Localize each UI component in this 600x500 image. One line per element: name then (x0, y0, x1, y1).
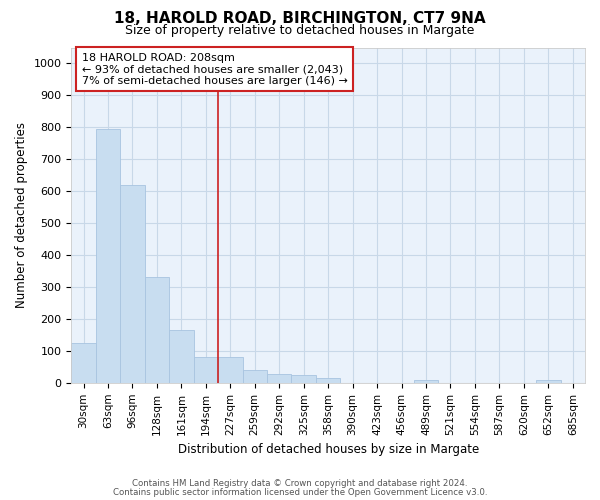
Text: 18, HAROLD ROAD, BIRCHINGTON, CT7 9NA: 18, HAROLD ROAD, BIRCHINGTON, CT7 9NA (114, 11, 486, 26)
Text: Size of property relative to detached houses in Margate: Size of property relative to detached ho… (125, 24, 475, 37)
X-axis label: Distribution of detached houses by size in Margate: Distribution of detached houses by size … (178, 443, 479, 456)
Bar (316, 378, 340, 383)
Text: Contains HM Land Registry data © Crown copyright and database right 2024.: Contains HM Land Registry data © Crown c… (132, 478, 468, 488)
Text: 18 HAROLD ROAD: 208sqm
← 93% of detached houses are smaller (2,043)
7% of semi-d: 18 HAROLD ROAD: 208sqm ← 93% of detached… (82, 52, 347, 86)
Bar (71, 343, 96, 383)
Y-axis label: Number of detached properties: Number of detached properties (15, 122, 28, 308)
Bar (414, 380, 438, 383)
Bar (145, 278, 169, 383)
Bar (292, 375, 316, 383)
Bar (536, 380, 560, 383)
Bar (218, 358, 242, 383)
Bar (267, 374, 292, 383)
Bar (242, 370, 267, 383)
Text: Contains public sector information licensed under the Open Government Licence v3: Contains public sector information licen… (113, 488, 487, 497)
Bar (194, 358, 218, 383)
Bar (96, 129, 120, 383)
Bar (169, 330, 194, 383)
Bar (120, 185, 145, 383)
